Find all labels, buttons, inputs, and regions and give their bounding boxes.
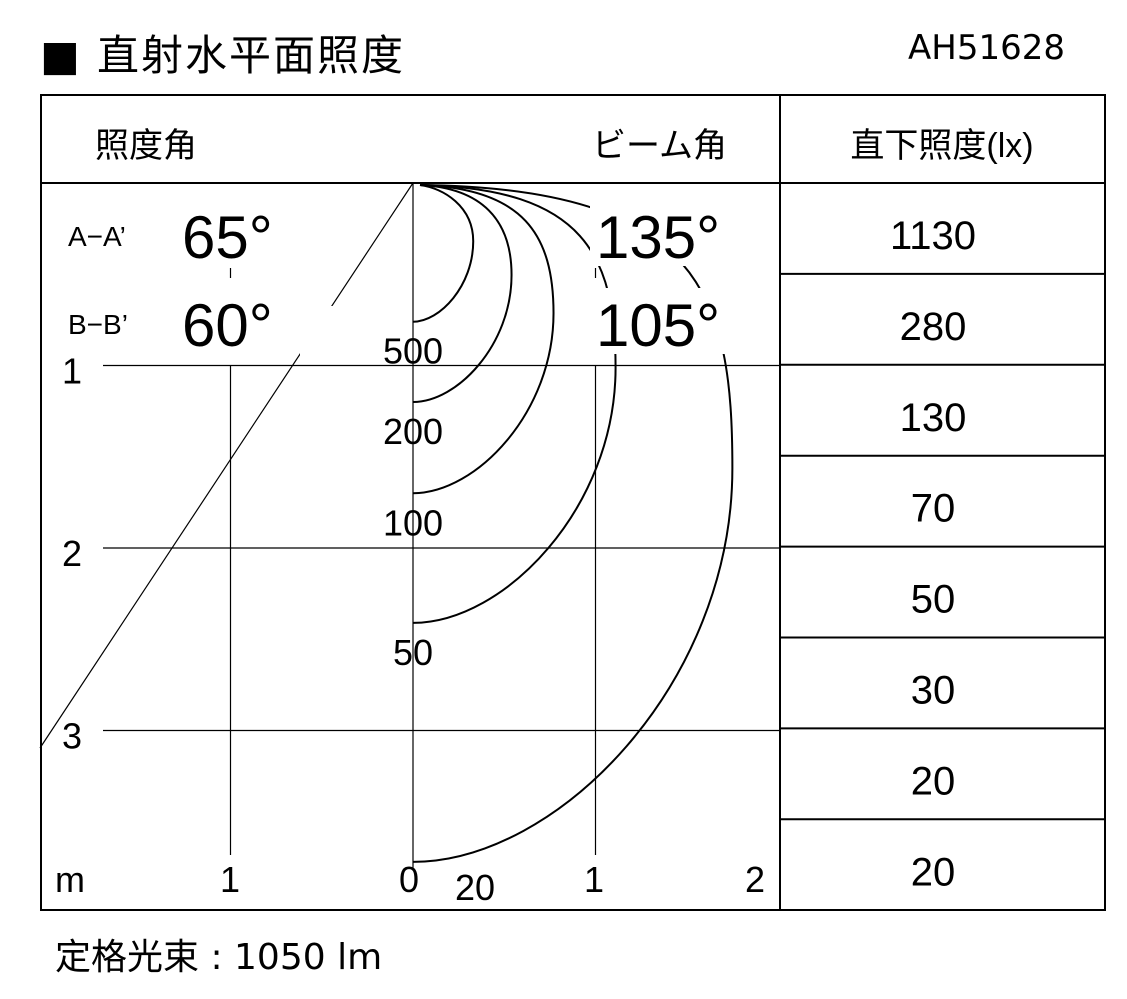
section-label: A−A’ (68, 221, 126, 252)
label-backing (590, 288, 740, 354)
illumination-angle: 65° (182, 204, 273, 271)
direct-illuminance-value: 130 (900, 396, 967, 440)
direct-illuminance-value: 20 (911, 850, 956, 894)
x-tick-label: 2 (745, 859, 765, 900)
illuminance-header: 直下照度(lx) (850, 127, 1033, 165)
x-tick-label: 0 (399, 859, 419, 900)
label-backing (590, 200, 740, 266)
isolux-curve (412, 184, 475, 323)
angle-header: 照度角 (95, 127, 197, 165)
x-unit-label: m (55, 859, 85, 900)
direct-illuminance-value: 280 (900, 305, 967, 349)
contour-label: 20 (455, 867, 495, 908)
label-backing (300, 218, 340, 268)
rated-flux: 定格光束 : 1050 lm (55, 937, 383, 978)
direct-illuminance-value: 1130 (890, 214, 976, 258)
y-tick-label: 1 (62, 351, 82, 392)
beam-angle: 105° (596, 292, 720, 359)
y-tick-label: 2 (62, 533, 82, 574)
beam-header: ビーム角 (592, 127, 727, 165)
frame (40, 94, 1106, 911)
isolux-curve (412, 184, 555, 495)
x-tick-label: 1 (220, 859, 240, 900)
direct-illuminance-value: 20 (911, 759, 956, 803)
contour-label: 200 (383, 411, 443, 452)
model-number: AH51628 (908, 28, 1065, 68)
isolux-curve (412, 184, 513, 403)
beam-angle-line (39, 182, 414, 749)
y-tick-label: 3 (62, 716, 82, 757)
x-tick-label: 1 (584, 859, 604, 900)
beam-angle: 135° (596, 204, 720, 271)
illumination-angle: 60° (182, 292, 273, 359)
contour-label: 500 (383, 331, 443, 372)
label-backing (300, 306, 340, 356)
direct-illuminance-value: 70 (911, 487, 956, 531)
contour-label: 50 (393, 632, 433, 673)
isolux-curve (412, 184, 617, 624)
direct-illuminance-value: 30 (911, 669, 956, 713)
contour-label: 100 (383, 502, 443, 543)
direct-illuminance-value: 50 (911, 578, 956, 622)
section-label: B−B’ (68, 309, 128, 340)
page-title: ■ 直射水平面照度 (40, 31, 406, 80)
